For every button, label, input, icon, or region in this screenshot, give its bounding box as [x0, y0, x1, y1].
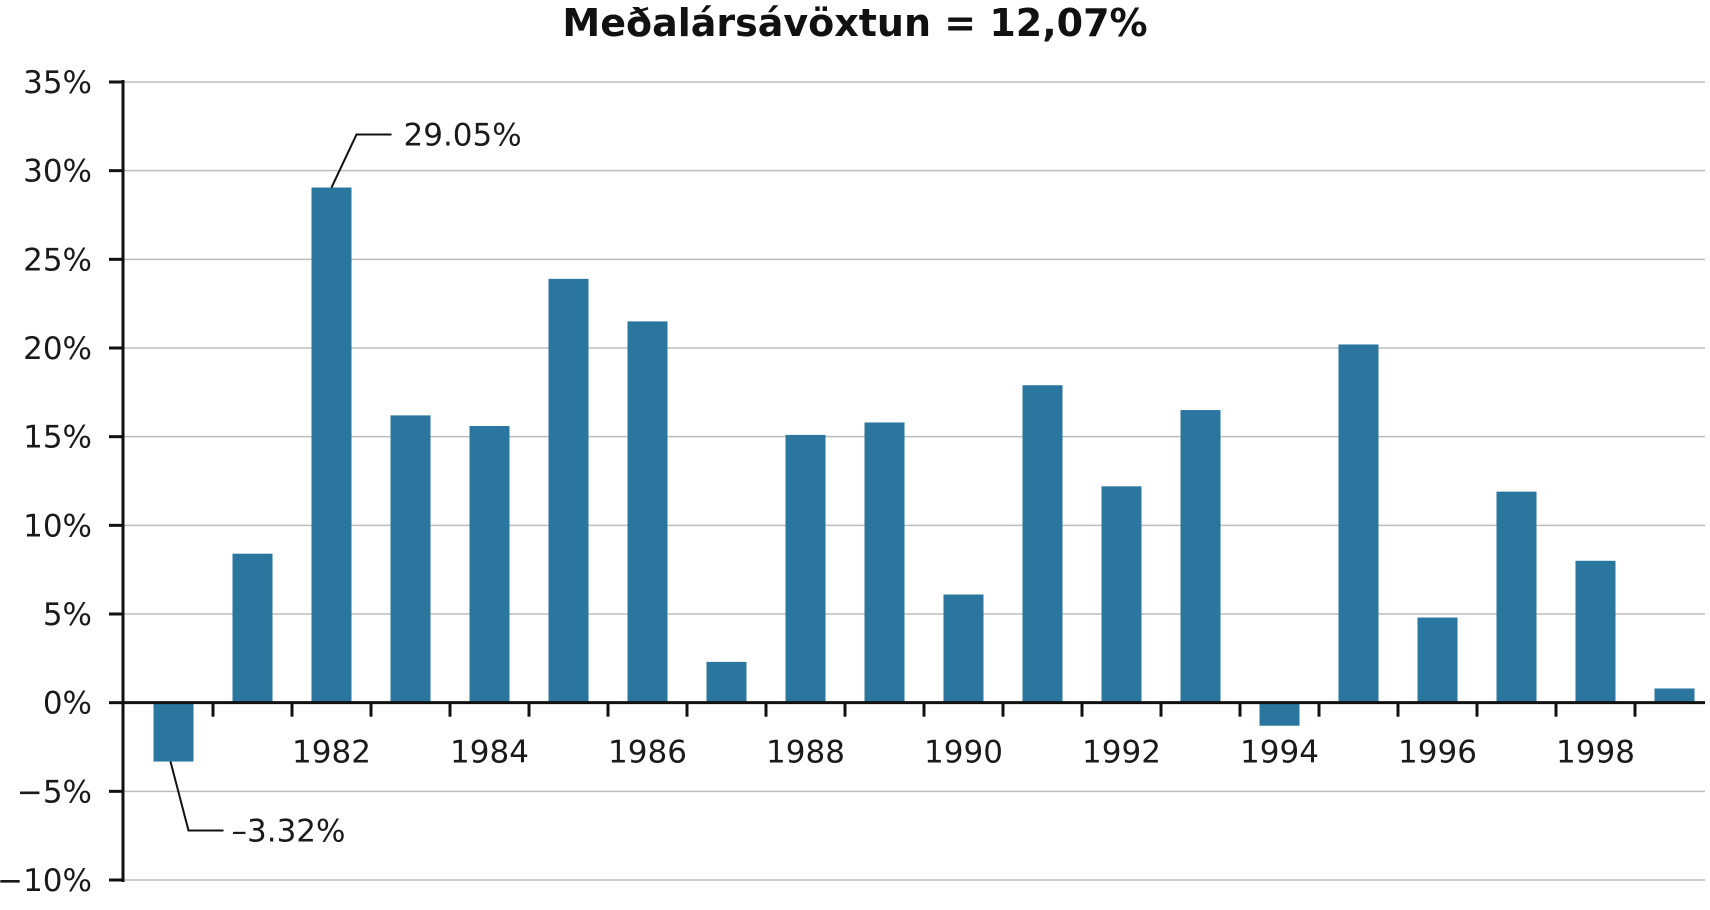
bar-1994	[1259, 702, 1300, 726]
tick-labels: 35% 30% 25% 20% 15% 10% 5% 0% −5% −10% 1982 1984 198…	[0, 65, 1635, 899]
annotation-label: 29.05%	[404, 118, 522, 154]
annotation-leader	[330, 133, 392, 188]
chart-title: Meðalársávöxtun = 12,07%	[562, 1, 1148, 45]
bar-1997	[1496, 491, 1537, 703]
y-tick-label: 25%	[23, 242, 92, 278]
bar-1996	[1417, 617, 1458, 703]
gridlines	[123, 81, 1705, 881]
y-tick-label: 5%	[43, 597, 92, 633]
bar-1991	[1022, 385, 1063, 703]
bar-1999	[1654, 688, 1695, 703]
bar-1989	[864, 422, 905, 703]
y-tick-label: 20%	[23, 331, 92, 367]
y-tick-label: 10%	[23, 508, 92, 544]
y-tick-label: 30%	[23, 154, 92, 190]
x-tick-label: 1992	[1082, 735, 1161, 771]
bar-1985	[548, 278, 589, 703]
bar-1987	[706, 661, 747, 703]
y-tick-label: 15%	[23, 420, 92, 456]
bar-1983	[390, 415, 431, 703]
x-tick-label: 1996	[1398, 735, 1477, 771]
x-tick-label: 1986	[608, 735, 687, 771]
x-tick-label: 1998	[1556, 735, 1635, 771]
bar-1992	[1101, 486, 1142, 703]
bar-1990	[943, 594, 984, 703]
bar-1993	[1180, 410, 1221, 703]
x-tick-label: 1994	[1240, 735, 1319, 771]
x-tick-label: 1988	[766, 735, 845, 771]
bar-1988	[785, 434, 826, 703]
axes	[109, 80, 1705, 882]
bar-1981	[232, 553, 273, 703]
y-tick-label: −10%	[0, 863, 92, 899]
bar-1982	[311, 187, 352, 703]
bar-1984	[469, 426, 510, 703]
x-tick-label: 1984	[450, 735, 529, 771]
annotations: 29.05% –3.32%	[169, 118, 522, 850]
bar-1980	[153, 702, 194, 762]
bar-1998	[1575, 560, 1616, 703]
bars	[153, 187, 1695, 762]
annotation-label: –3.32%	[232, 814, 346, 850]
y-tick-label: −5%	[17, 774, 92, 810]
annotation-leader	[169, 761, 224, 832]
x-tick-label: 1982	[292, 735, 371, 771]
x-tick-label: 1990	[924, 735, 1003, 771]
y-tick-label: 0%	[43, 686, 92, 722]
bar-1986	[627, 321, 668, 703]
y-tick-label: 35%	[23, 65, 92, 101]
bar-1995	[1338, 344, 1379, 703]
